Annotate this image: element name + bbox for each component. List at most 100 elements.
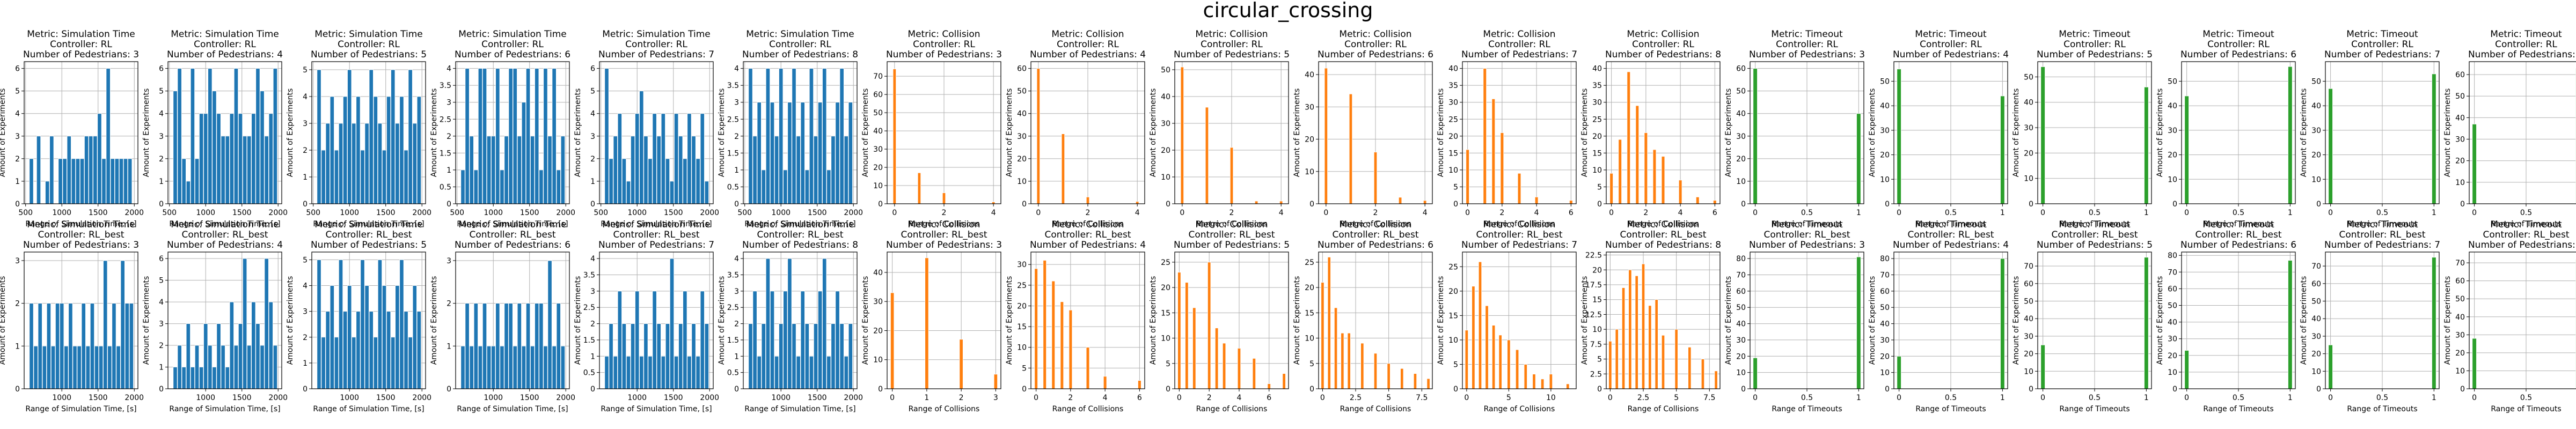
y-tick-label: 10: [873, 356, 883, 365]
x-tick-label: 1500: [520, 394, 539, 402]
histogram-bar: [1714, 371, 1718, 389]
y-tick-label: 20: [2455, 349, 2465, 358]
y-tick-label: 40: [2455, 313, 2465, 322]
histogram-bar: [1517, 173, 1521, 204]
chart-title-line: Controller: RL: [194, 39, 256, 50]
y-tick-label: 5: [1453, 360, 1458, 369]
chart-panel: 0 1 2 3 4 5 1000 1500 2000 Range of Simulation Ti…: [286, 219, 431, 413]
chart-panel: 0 1 2 3 4 5 6 1000 1500 2000 Range of Simulation T…: [142, 219, 288, 413]
histogram-bar: [678, 136, 683, 204]
x-tick-label: 1500: [232, 394, 252, 402]
x-tick-label: 0.5: [2376, 209, 2388, 217]
histogram-bar: [473, 303, 478, 389]
histogram-bar: [1491, 99, 1496, 204]
chart-title-line: Number of Pedestrians: 7: [2324, 240, 2440, 250]
y-tick-label: 2: [590, 155, 595, 164]
chart-panel: 0 1 2 3 4 5 500 1000 1500 2000 Range of Simulation…: [286, 29, 431, 228]
histogram-bar: [1321, 282, 1324, 389]
x-tick-label: 1: [2288, 209, 2293, 217]
axes-frame: [1606, 61, 1721, 204]
y-axis-label: Amount of Experiments: [1868, 276, 1877, 365]
y-tick-label: 0: [303, 200, 308, 209]
histogram-bar: [787, 102, 792, 204]
histogram-bar: [1061, 134, 1065, 204]
x-tick-label: 6: [1267, 394, 1271, 402]
histogram-bar: [360, 260, 365, 389]
y-tick-label: 50: [2455, 295, 2465, 304]
x-tick-label: 500: [162, 209, 177, 217]
histogram-bar: [1341, 332, 1344, 389]
x-tick-label: 0.5: [2376, 394, 2388, 402]
histogram-bar: [465, 68, 470, 204]
y-tick-label: 1: [734, 352, 739, 361]
chart-title-line: Metric: Simulation Time: [314, 29, 423, 40]
x-axis-label: Range of Simulation Time, [s]: [169, 405, 280, 413]
y-tick-label: 4: [447, 65, 451, 73]
histogram-bar: [2000, 95, 2005, 204]
chart-title-line: Metric: Simulation Time: [746, 219, 854, 230]
y-tick-label: 1: [447, 342, 451, 351]
histogram-bar: [1347, 332, 1351, 389]
y-tick-label: 20: [1017, 155, 1027, 164]
histogram-bar: [60, 303, 64, 389]
histogram-bar: [373, 337, 378, 389]
y-tick-label: 0: [1166, 200, 1170, 209]
y-tick-label: 20: [1592, 132, 1602, 141]
histogram-bar: [85, 345, 90, 389]
y-tick-label: 10: [2024, 175, 2033, 183]
y-tick-label: 25: [1448, 263, 1458, 271]
chart-title-line: Metric: Timeout: [2490, 219, 2562, 230]
x-tick-label: 2000: [125, 209, 144, 217]
y-tick-label: 1: [159, 177, 164, 186]
histogram-bar: [199, 367, 204, 389]
x-tick-label: 0: [1897, 394, 1901, 402]
histogram-bar: [360, 150, 365, 204]
histogram-bar: [517, 303, 522, 389]
chart-title-line: Controller: RL: [625, 39, 687, 50]
x-tick-label: 1000: [196, 394, 215, 402]
histogram-bar: [1465, 330, 1469, 389]
histogram-bar: [1334, 307, 1338, 389]
chart-title-line: Number of Pedestrians: 6: [1318, 240, 1433, 250]
histogram-bar: [1069, 309, 1073, 389]
histogram-bar: [792, 323, 796, 389]
x-axis-label: Range of Timeouts: [2059, 220, 2129, 228]
y-tick-label: 2.5: [440, 115, 451, 124]
histogram-bar: [1237, 348, 1241, 389]
chart-title-line: Controller: RL: [2351, 39, 2413, 50]
histogram-bar: [1254, 201, 1258, 204]
y-tick-label: 20: [1736, 155, 1746, 164]
chart-title-line: Controller: RL_best: [325, 230, 412, 240]
histogram-bar: [325, 123, 330, 204]
histogram-bar: [517, 136, 522, 204]
y-tick-label: 12.5: [1585, 310, 1602, 319]
y-tick-label: 0: [1741, 200, 1746, 209]
y-axis-label: Amount of Experiments: [430, 88, 438, 177]
y-axis-label: Amount of Experiments: [2156, 88, 2164, 177]
y-tick-label: 2.5: [583, 304, 595, 312]
chart-panel: 0 10 20 30 40 50 0 0.5 1 Range of Timeouts Amount …: [1868, 29, 2009, 228]
y-tick-label: 4: [159, 110, 164, 119]
chart-title-line: Number of Pedestrians: 3: [1749, 240, 1865, 250]
y-tick-label: 40: [2168, 319, 2177, 327]
x-tick-label: 1: [2144, 209, 2149, 217]
y-tick-label: 60: [2311, 280, 2321, 289]
x-tick-label: 0: [1897, 209, 1901, 217]
histogram-bar: [804, 323, 809, 389]
chart-panel: 0 10 20 30 40 50 60 70 80 0 0.5 1 Range of Timeouts A…: [2156, 219, 2296, 413]
chart-title-line: Number of Pedestrians: 7: [1461, 240, 1577, 250]
y-tick-label: 70: [1736, 271, 1746, 280]
x-tick-label: 1: [2432, 209, 2436, 217]
histogram-bar: [114, 158, 119, 204]
y-tick-label: 25: [1161, 258, 1170, 267]
histogram-bar: [317, 69, 321, 204]
histogram-bar: [1043, 260, 1046, 389]
y-tick-label: 0: [1166, 385, 1170, 394]
chart-panel: 0 10 20 30 40 50 60 0 2 4 Range of Collisions Amoun…: [1005, 29, 1146, 228]
histogram-bar: [1753, 357, 1758, 389]
histogram-bar: [513, 68, 517, 204]
x-tick-label: 1: [2432, 394, 2436, 402]
histogram-bar: [71, 158, 76, 204]
y-tick-label: 2: [734, 320, 739, 329]
histogram-bar: [2184, 95, 2189, 204]
